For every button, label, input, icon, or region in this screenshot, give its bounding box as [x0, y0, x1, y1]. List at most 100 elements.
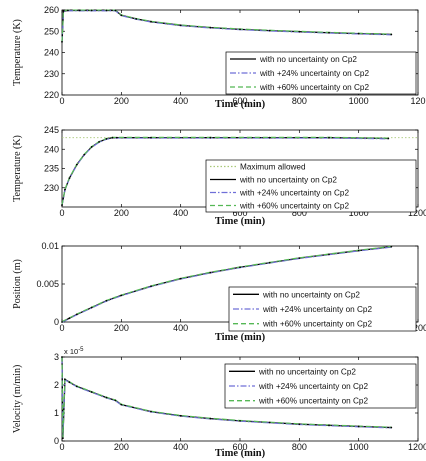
legend-entry-label: with +24% uncertainty on Cp2 [239, 189, 349, 198]
x-tick-label: 200 [114, 442, 129, 452]
y-tick-label: 245 [44, 125, 59, 135]
data-point [90, 391, 93, 393]
x-tick-label: 800 [292, 208, 307, 218]
data-point [150, 285, 152, 288]
data-point [114, 399, 117, 402]
x-tick-label: 0 [59, 442, 64, 452]
x-tick-label: 120 [410, 96, 425, 106]
legend-entry-label: with +24% uncertainty on Cp2 [259, 69, 369, 78]
data-point [135, 18, 138, 20]
data-point [98, 141, 100, 143]
y-tick-label: 230 [44, 69, 59, 79]
x-tick-label: 0 [59, 96, 64, 106]
data-point [357, 32, 360, 35]
data-point [111, 136, 114, 139]
data-point [115, 136, 118, 139]
data-point [83, 153, 86, 156]
data-point [268, 261, 271, 264]
data-point [357, 425, 360, 428]
x-tick-label: 0 [59, 323, 64, 333]
y-axis-label: Temperature (K) [12, 19, 23, 86]
x-tick-label: 1200 [408, 323, 426, 333]
chart-panel-2: 0 200 400 600 800 1000 1200 230 235 240 245 Time (m… [12, 125, 426, 227]
legend-entry-label: with +60% uncertainty on Cp2 [262, 320, 372, 329]
data-point [328, 31, 330, 34]
x-axis-label: Time (min) [215, 448, 266, 459]
legend-entry-label: with +60% uncertainty on Cp2 [239, 202, 349, 211]
x-tick-label: 800 [292, 96, 307, 106]
series-line-1 [61, 9, 392, 42]
data-point [179, 414, 182, 417]
y-tick-label: 260 [44, 5, 59, 15]
legend-entry-label: with +24% uncertainty on Cp2 [258, 382, 368, 391]
data-point [328, 136, 330, 139]
y-tick-label: 220 [44, 90, 59, 100]
data-point [75, 163, 78, 166]
data-point [209, 26, 212, 29]
y-tick-label: 3 [54, 352, 59, 362]
x-tick-label: 1200 [408, 442, 426, 452]
chart-panel-4: 0 200 400 600 800 1000 1200 0 1 2 3 x 10-5 Time (min… [12, 347, 426, 459]
data-point [357, 249, 360, 252]
series-line-2 [61, 10, 392, 43]
legend-entry-label: with no uncertainty on Cp2 [239, 176, 337, 185]
series-line-3 [61, 356, 392, 438]
data-point [120, 14, 123, 17]
data-point [90, 306, 93, 309]
x-tick-label: 400 [173, 442, 188, 452]
data-point [150, 136, 152, 139]
legend-entry-label: with no uncertainty on Cp2 [258, 367, 356, 376]
data-point [105, 396, 108, 399]
data-point [209, 271, 212, 274]
data-point [268, 421, 271, 424]
y-axis-label: Temperature (K) [12, 135, 23, 202]
data-point [67, 9, 69, 12]
legend: Maximum allowed with no uncertainty on Cp… [205, 159, 417, 213]
legend-box [228, 286, 417, 332]
series-line-3 [61, 245, 392, 323]
data-point [105, 137, 108, 140]
data-point [298, 423, 301, 426]
data-point [120, 294, 123, 297]
data-point [68, 177, 71, 180]
y-tick-label: 1 [54, 408, 59, 418]
data-point [78, 9, 81, 12]
legend: with no uncertainty on Cp2 with +24% unce… [224, 363, 417, 409]
y-tick-label: 0.005 [36, 279, 59, 289]
y-tick-label: 0.01 [41, 241, 59, 251]
data-point [64, 378, 66, 381]
x-axis-label: Time (min) [215, 216, 266, 227]
data-point [390, 426, 393, 429]
legend: with no uncertainty on Cp2 with +24% unce… [228, 286, 417, 332]
data-point [75, 385, 78, 388]
data-point [150, 410, 152, 413]
data-point [390, 33, 393, 36]
data-point [328, 424, 330, 427]
series-line-3 [61, 9, 392, 42]
data-point [150, 20, 152, 23]
x-tick-label: 200 [114, 96, 129, 106]
data-point [239, 28, 241, 31]
data-point [268, 136, 271, 139]
data-point [268, 29, 271, 32]
x-tick-label: 400 [173, 323, 188, 333]
x-tick-label: 400 [173, 96, 188, 106]
chart-panel-1: 0 200 400 600 800 1000 120 220 230 240 250 260 Time … [12, 5, 426, 110]
x-tick-label: 1000 [349, 208, 369, 218]
y-tick-label: 240 [44, 144, 59, 154]
data-point [179, 24, 182, 27]
data-point [298, 257, 301, 260]
x-tick-label: 600 [232, 442, 247, 452]
data-point [179, 277, 182, 280]
data-point [90, 9, 93, 12]
data-point [62, 10, 65, 12]
data-point [61, 204, 63, 206]
x-tick-label: 1000 [349, 442, 369, 452]
data-point [114, 9, 117, 12]
data-point [105, 9, 108, 12]
data-point [387, 137, 390, 140]
data-point [61, 356, 63, 358]
legend-entry-label: with +60% uncertainty on Cp2 [259, 83, 369, 92]
